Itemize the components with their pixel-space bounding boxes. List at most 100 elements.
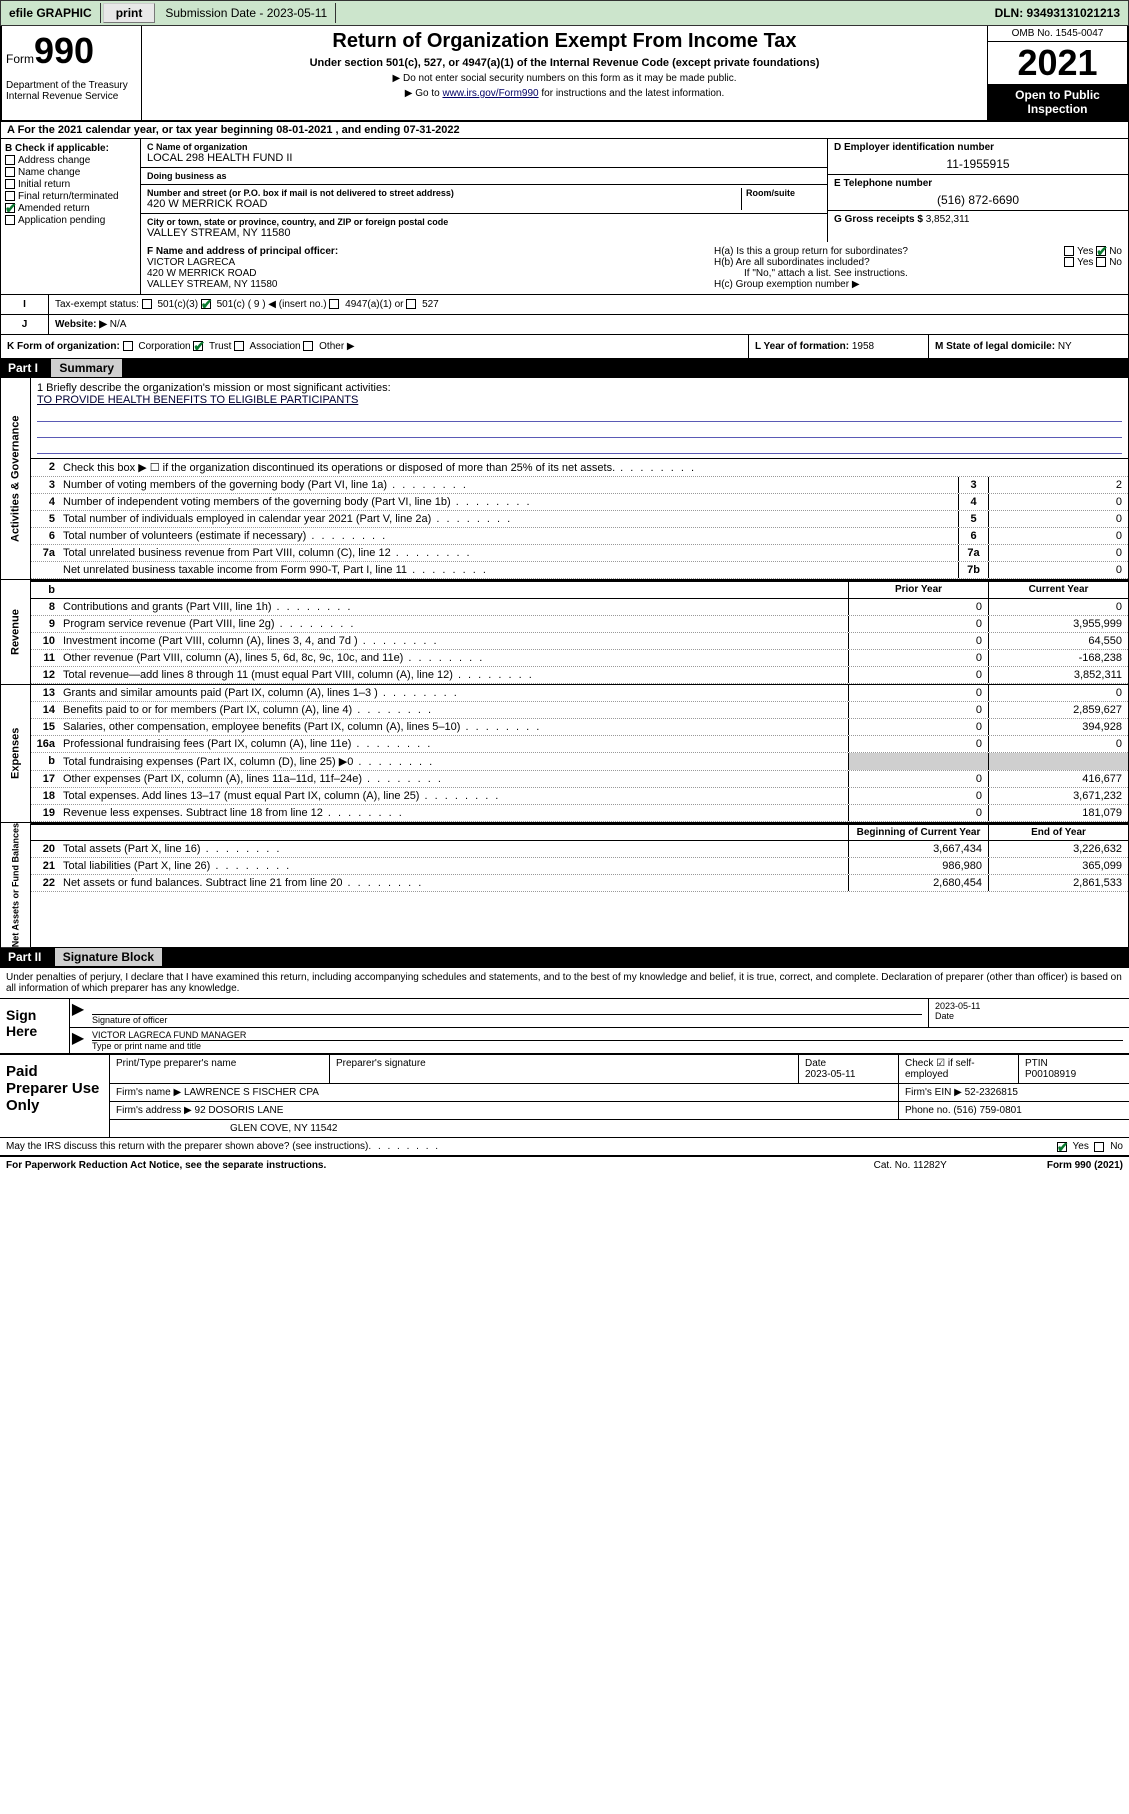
mission-line (37, 408, 1122, 422)
print-button[interactable]: print (103, 3, 156, 23)
line-num: b (31, 753, 59, 770)
summary-row: Net unrelated business taxable income fr… (31, 562, 1128, 579)
summary-row: 18Total expenses. Add lines 13–17 (must … (31, 788, 1128, 805)
line-text: Total unrelated business revenue from Pa… (59, 545, 958, 561)
chk-discuss-no[interactable] (1094, 1142, 1104, 1152)
line-val: 2 (988, 477, 1128, 493)
g-label: G Gross receipts $ (834, 214, 923, 225)
hb-note: If "No," attach a list. See instructions… (714, 268, 1122, 279)
footer-row: For Paperwork Reduction Act Notice, see … (0, 1155, 1129, 1174)
line-num: 14 (31, 702, 59, 718)
line-text: Net assets or fund balances. Subtract li… (59, 875, 848, 891)
prior-val: 0 (848, 633, 988, 649)
prep-name-hdr: Print/Type preparer's name (110, 1055, 330, 1083)
chk-address-change[interactable] (5, 155, 15, 165)
side-governance: Activities & Governance (1, 378, 31, 579)
summary-row: 4Number of independent voting members of… (31, 494, 1128, 511)
chk-other[interactable] (303, 341, 313, 351)
side-netassets: Net Assets or Fund Balances (1, 823, 31, 947)
c-city-label: City or town, state or province, country… (147, 217, 821, 227)
form-header: Form990 Department of the Treasury Inter… (0, 26, 1129, 122)
summary-row: 5Total number of individuals employed in… (31, 511, 1128, 528)
chk-corp[interactable] (123, 341, 133, 351)
perjury-declaration: Under penalties of perjury, I declare th… (0, 966, 1129, 998)
firm-name: LAWRENCE S FISCHER CPA (184, 1087, 319, 1098)
open-to-public: Open to Public Inspection (988, 84, 1127, 120)
chk-name-change[interactable] (5, 167, 15, 177)
line-text: Number of independent voting members of … (59, 494, 958, 510)
chk-application-pending[interactable] (5, 215, 15, 225)
prior-val: 0 (848, 599, 988, 615)
efile-label: efile GRAPHIC (1, 3, 101, 23)
department: Department of the Treasury Internal Reve… (6, 80, 137, 102)
chk-initial-return[interactable] (5, 179, 15, 189)
prior-val: 986,980 (848, 858, 988, 874)
line-box: 5 (958, 511, 988, 527)
hb-label: H(b) Are all subordinates included? (714, 257, 870, 268)
chk-527[interactable] (406, 299, 416, 309)
netassets-section: Net Assets or Fund Balances Beginning of… (0, 823, 1129, 948)
chk-ha-yes[interactable] (1064, 246, 1074, 256)
form-number: 990 (34, 30, 94, 71)
line-box: 7b (958, 562, 988, 578)
end-year-hdr: End of Year (988, 825, 1128, 840)
gross-receipts: 3,852,311 (926, 214, 970, 225)
prior-val: 0 (848, 650, 988, 666)
curr-val: 365,099 (988, 858, 1128, 874)
line-box: 7a (958, 545, 988, 561)
current-year-hdr: Current Year (988, 582, 1128, 598)
line-num: 15 (31, 719, 59, 735)
chk-discuss-yes[interactable] (1057, 1142, 1067, 1152)
line-num: 19 (31, 805, 59, 821)
col-c-org-info: C Name of organization LOCAL 298 HEALTH … (141, 139, 828, 242)
line-num: 4 (31, 494, 59, 510)
chk-501c3[interactable] (142, 299, 152, 309)
mission-q: 1 Briefly describe the organization's mi… (37, 382, 1122, 394)
officer-addr1: 420 W MERRICK ROAD (147, 268, 702, 279)
summary-row: 21Total liabilities (Part X, line 26)986… (31, 858, 1128, 875)
sign-here-block: Sign Here ▶ Signature of officer 2023-05… (0, 998, 1129, 1053)
c-room-label: Room/suite (746, 188, 821, 198)
summary-row: 14Benefits paid to or for members (Part … (31, 702, 1128, 719)
line-val: 0 (988, 562, 1128, 578)
chk-hb-no[interactable] (1096, 257, 1106, 267)
line-num: 6 (31, 528, 59, 544)
dln: DLN: 93493131021213 (987, 3, 1128, 23)
irs-link[interactable]: www.irs.gov/Form990 (442, 88, 538, 99)
summary-row: 9Program service revenue (Part VIII, lin… (31, 616, 1128, 633)
cat-no: Cat. No. 11282Y (874, 1160, 947, 1171)
prep-self-employed: Check ☑ if self-employed (899, 1055, 1019, 1083)
summary-row: 7aTotal unrelated business revenue from … (31, 545, 1128, 562)
c-name-label: C Name of organization (147, 142, 821, 152)
summary-row: 17Other expenses (Part IX, column (A), l… (31, 771, 1128, 788)
chk-4947[interactable] (329, 299, 339, 309)
prior-val: 0 (848, 667, 988, 683)
prior-val (848, 753, 988, 770)
summary-row: 13Grants and similar amounts paid (Part … (31, 685, 1128, 702)
officer-name: VICTOR LAGRECA (147, 257, 702, 268)
curr-val: 3,852,311 (988, 667, 1128, 683)
chk-trust[interactable] (193, 341, 203, 351)
curr-val: 64,550 (988, 633, 1128, 649)
chk-ha-no[interactable] (1096, 246, 1106, 256)
line-num: 21 (31, 858, 59, 874)
line-box: 4 (958, 494, 988, 510)
chk-hb-yes[interactable] (1064, 257, 1074, 267)
omb-number: OMB No. 1545-0047 (988, 26, 1127, 42)
line-text: Total revenue—add lines 8 through 11 (mu… (59, 667, 848, 683)
i-label: Tax-exempt status: (55, 299, 139, 310)
line-text: Revenue less expenses. Subtract line 18 … (59, 805, 848, 821)
chk-assoc[interactable] (234, 341, 244, 351)
curr-val: 2,859,627 (988, 702, 1128, 718)
row-fh: F Name and address of principal officer:… (0, 242, 1129, 295)
chk-501c[interactable] (201, 299, 211, 309)
chk-amended-return[interactable] (5, 203, 15, 213)
part1-header: Part I Summary (0, 359, 1129, 377)
line-num: 12 (31, 667, 59, 683)
pra-notice: For Paperwork Reduction Act Notice, see … (6, 1160, 326, 1171)
curr-val: 416,677 (988, 771, 1128, 787)
curr-val: 0 (988, 685, 1128, 701)
line-num: 8 (31, 599, 59, 615)
f-label: F Name and address of principal officer: (147, 246, 702, 257)
curr-val: 2,861,533 (988, 875, 1128, 891)
